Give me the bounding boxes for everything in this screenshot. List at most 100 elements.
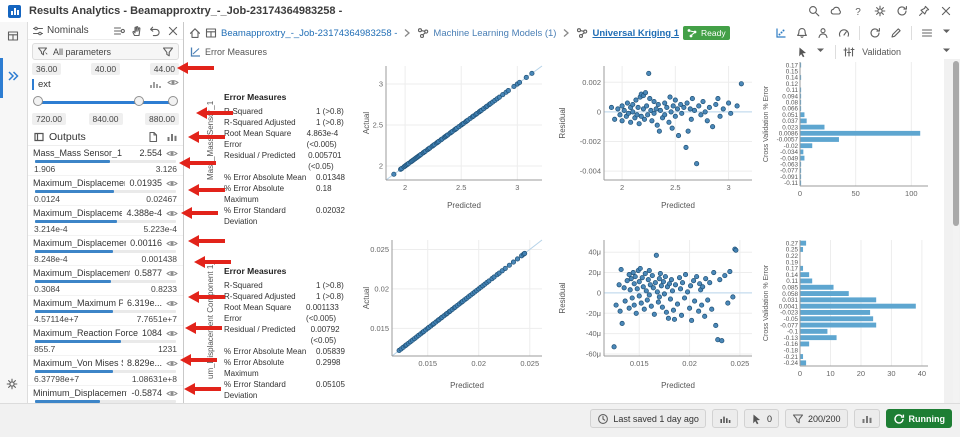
parameters-panel-icon[interactable]: [7, 70, 19, 82]
visibility-eye-icon[interactable]: [166, 389, 178, 398]
columns-view-icon[interactable]: [7, 30, 19, 42]
outputs-chart-icon[interactable]: [166, 131, 178, 143]
undo-icon[interactable]: [149, 25, 161, 37]
parameter-ext-row: ext: [32, 78, 179, 90]
visibility-eye-icon[interactable]: [166, 269, 178, 278]
output-row[interactable]: Maximum_Displacement Compo...0.00116 8.24…: [28, 236, 183, 266]
edit-pencil-icon[interactable]: [890, 27, 902, 39]
help-icon[interactable]: ?: [852, 5, 864, 17]
output-max: 7.7651e+7: [136, 314, 177, 324]
svg-text:Cross Validation % Error: Cross Validation % Error: [763, 85, 770, 162]
output-row[interactable]: Maximum_Von Mises Stress_18.829e... 6.377…: [28, 356, 183, 386]
output-max: 0.001438: [141, 254, 177, 264]
output-row[interactable]: Maximum_Displacement Magnit...0.5877 0.30…: [28, 266, 183, 296]
chart-cross-validation-histogram-2[interactable]: 0.270.250.220.190.170.140.110.0850.0580.…: [760, 234, 940, 396]
close-panel-icon[interactable]: [167, 25, 179, 37]
svg-text:-0.091: -0.091: [780, 174, 798, 181]
visibility-eye-icon[interactable]: [166, 329, 178, 338]
slider-handle[interactable]: [33, 96, 43, 106]
svg-text:-0.21: -0.21: [784, 354, 799, 361]
error-measure-row: Root Mean Square Error 4.863e-4 (<0.005): [224, 129, 339, 149]
visibility-eye-icon[interactable]: [166, 149, 178, 158]
svg-text:0.22: 0.22: [786, 253, 799, 260]
ext-range-slider[interactable]: [33, 96, 178, 107]
design-filter-pill[interactable]: 200/200: [784, 409, 848, 428]
param-visibility-eye-icon[interactable]: [167, 78, 179, 90]
visibility-eye-icon[interactable]: [166, 359, 178, 368]
nominals-header: Nominals: [28, 22, 183, 40]
hand-tool-icon[interactable]: [131, 25, 143, 37]
refresh-icon[interactable]: [896, 5, 908, 17]
output-name: Maximum_Displacement Magnit...: [33, 268, 131, 278]
output-row[interactable]: Mass_Mass Sensor_1 2.554 1.906 3.126: [28, 146, 183, 176]
svg-text:0.0086: 0.0086: [779, 131, 799, 138]
chart-stats-pill[interactable]: [711, 409, 738, 428]
row2-output-label: um_Displacement Component 1_: [206, 260, 215, 380]
svg-text:0.023: 0.023: [782, 124, 798, 131]
chart-cross-validation-histogram-1[interactable]: 0.170.150.140.120.110.0940.080.0660.0510…: [760, 58, 940, 212]
svg-text:-0.05: -0.05: [784, 316, 799, 323]
home-icon[interactable]: [189, 27, 201, 39]
visibility-eye-icon[interactable]: [166, 299, 178, 308]
output-row[interactable]: Maximum_Reaction Force_1 1084 855.7 1231: [28, 326, 183, 356]
reload-icon[interactable]: [869, 27, 881, 39]
svg-text:40: 40: [918, 369, 926, 378]
error-measures-title: Error Measures: [224, 266, 287, 276]
filter-apply-icon[interactable]: [162, 46, 174, 58]
search-icon[interactable]: [808, 5, 820, 17]
alerts-bell-icon[interactable]: [796, 27, 808, 39]
chart-toggle-pill[interactable]: [853, 409, 880, 428]
visibility-eye-icon[interactable]: [166, 209, 178, 218]
slider-handle[interactable]: [168, 96, 178, 106]
svg-text:0.066: 0.066: [782, 106, 798, 113]
visibility-eye-icon[interactable]: [166, 179, 178, 188]
output-row[interactable]: Maximum_Displacement Compo...0.01935 0.01…: [28, 176, 183, 206]
cloud-icon[interactable]: [830, 5, 842, 17]
value-chip[interactable]: 880.00: [145, 113, 179, 125]
app-settings-gear-icon[interactable]: [6, 378, 18, 390]
cursor-count-pill[interactable]: 0: [743, 409, 779, 428]
value-chip[interactable]: 720.00: [32, 113, 66, 125]
running-indicator-icon: [893, 413, 905, 425]
svg-text:0.14: 0.14: [786, 75, 799, 82]
menu-icon[interactable]: [921, 27, 933, 39]
slider-handle[interactable]: [134, 96, 145, 106]
validation-select[interactable]: Validation: [862, 46, 901, 57]
chart-actual-vs-predicted-2[interactable]: 0.015 0.02 0.025 0.015 0.02 0.025 Predicted Act…: [360, 232, 552, 392]
breadcrumb-ml-models-link[interactable]: Machine Learning Models (1): [433, 27, 557, 39]
value-chip[interactable]: 840.00: [88, 113, 123, 125]
breadcrumb-kriging-link[interactable]: Universal Kriging 1: [592, 27, 680, 39]
list-settings-icon[interactable]: [113, 25, 125, 37]
scrollbar-thumb[interactable]: [953, 61, 959, 226]
svg-text:-0.002: -0.002: [580, 137, 601, 146]
validation-caret-icon[interactable]: [942, 46, 954, 58]
vertical-scrollbar[interactable]: [953, 60, 959, 403]
close-icon[interactable]: [940, 5, 952, 17]
gauge-icon[interactable]: [838, 27, 850, 39]
settings-gear-icon[interactable]: [874, 5, 886, 17]
charts-view-icon[interactable]: [775, 27, 787, 39]
copy-outputs-icon[interactable]: [147, 131, 159, 143]
profile-analytics-icon[interactable]: [817, 27, 829, 39]
output-row[interactable]: Maximum_Maximum Principal Str...6.319e..…: [28, 296, 183, 326]
output-row[interactable]: Maximum_Displacement Compo...4.388e-4 3.2…: [28, 206, 183, 236]
value-chip[interactable]: 44.00: [149, 63, 179, 75]
last-saved-pill[interactable]: Last saved 1 day ago: [590, 409, 706, 428]
value-chip[interactable]: 36.00: [32, 63, 62, 75]
cursor-select-icon[interactable]: [797, 46, 809, 58]
value-chip[interactable]: 40.00: [90, 63, 121, 75]
output-min: 4.57114e+7: [34, 314, 79, 324]
svg-text:Predicted: Predicted: [450, 381, 484, 390]
pin-icon[interactable]: [918, 5, 930, 17]
chart-residual-vs-predicted-1[interactable]: 2 2.5 3 0.002 0 -0.002 -0.004 Predicted Residual: [556, 60, 762, 212]
svg-text:Actual: Actual: [362, 287, 371, 309]
menu-caret-icon[interactable]: [942, 27, 954, 39]
all-parameters-filter[interactable]: All parameters: [32, 43, 179, 60]
chart-residual-vs-predicted-2[interactable]: 0.015 0.02 0.025 40μ 20μ 0 -20μ -40μ -60μ Predict…: [556, 232, 762, 392]
chart-actual-vs-predicted-1[interactable]: 2 2.5 3 2 2.5 3 Predicted Actual: [360, 60, 552, 212]
param-chart-icon[interactable]: [149, 78, 161, 90]
visibility-eye-icon[interactable]: [166, 239, 178, 248]
breadcrumb-job-link[interactable]: Beamapproxtry_-_Job-23174364983258 -: [221, 27, 398, 39]
cursor-caret-icon[interactable]: [816, 46, 828, 58]
output-min: 3.214e-4: [34, 224, 68, 234]
